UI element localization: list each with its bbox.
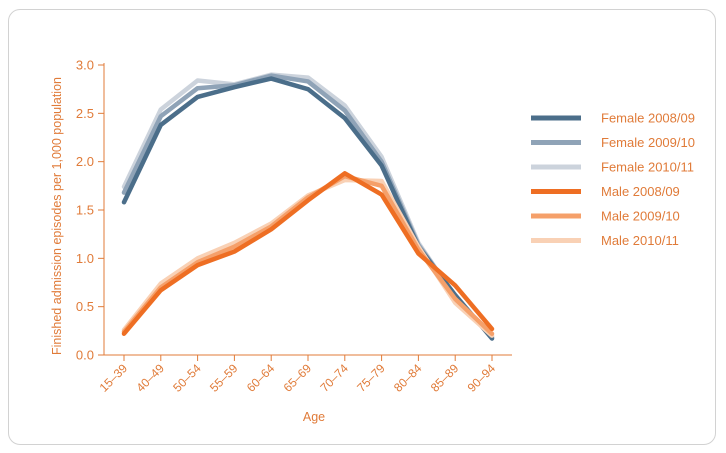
x-tick-label: 85–89 [428,361,462,395]
x-tick-label: 70–74 [317,361,351,395]
x-tick-label: 50–54 [170,361,204,395]
y-axis-title: Finished admission episodes per 1,000 po… [50,77,64,355]
axes: 0.0 0.5 1.0 1.5 2.0 2.5 3.0 15–39 40–49 50–54 55–5… [76,58,512,395]
x-tick-label: 15–39 [97,361,131,395]
y-tick-label: 1.5 [76,203,94,218]
series-line-female-2009-10 [121,73,495,340]
x-tick-label: 80–84 [391,361,425,395]
legend: Female 2008/09 Female 2009/10 Female 2010/… [531,111,695,248]
series-lines [121,72,495,341]
x-axis-title: Age [303,410,325,424]
x-tick-label: 55–59 [207,361,241,395]
x-tick-label: 60–64 [244,361,278,395]
x-tick-label: 40–49 [133,361,167,395]
x-tick-label: 65–69 [281,361,315,395]
legend-label: Male 2010/11 [601,233,679,248]
series-line-male-2008-09 [121,171,495,336]
y-tick-label: 0.5 [76,299,94,314]
legend-label: Male 2009/10 [601,209,680,224]
x-tick-label: 75–79 [354,361,388,395]
y-tick-label: 2.5 [76,106,94,121]
series-line-female-2008-09 [121,76,495,341]
legend-label: Male 2008/09 [601,184,680,199]
y-tick-label: 0.0 [76,348,94,363]
legend-label: Female 2010/11 [601,160,694,175]
legend-label: Female 2009/10 [601,135,695,150]
series-line-female-2010-11 [121,72,495,339]
legend-label: Female 2008/09 [601,111,695,126]
series-line-male-2010-11 [121,177,495,338]
chart-card [8,9,716,445]
y-tick-label: 3.0 [76,58,94,73]
x-tick-label: 90–94 [465,361,499,395]
y-tick-label: 1.0 [76,251,94,266]
y-tick-label: 2.0 [76,154,94,169]
